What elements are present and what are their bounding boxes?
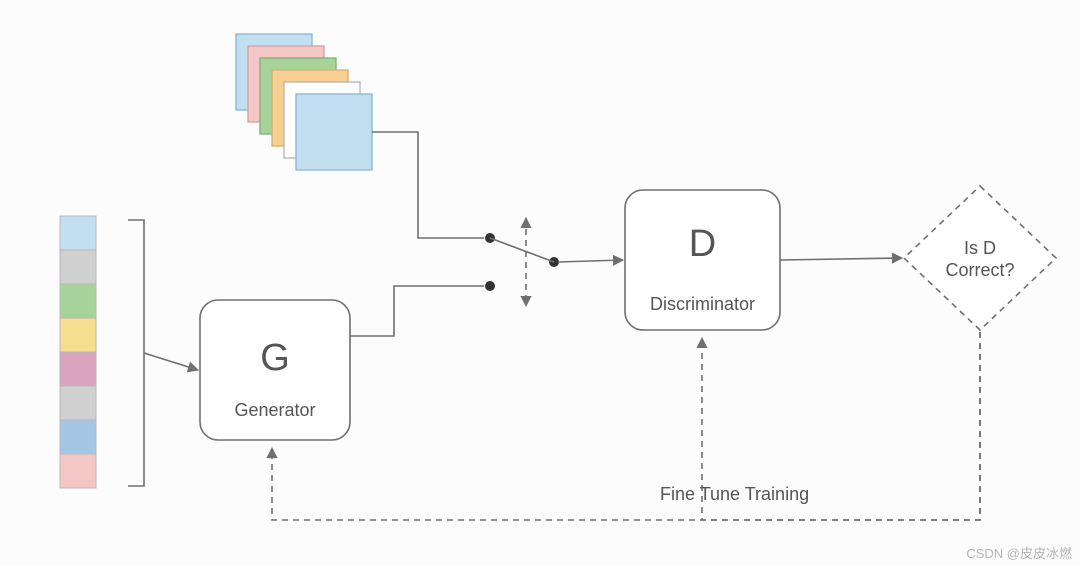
gan-diagram: G Generator D Discriminator Is D Correct… (0, 0, 1080, 566)
arrow-switch-to-discriminator (558, 260, 623, 262)
finetune-label: Fine Tune Training (660, 484, 809, 504)
noise-cell (60, 352, 96, 386)
switch-node (485, 281, 495, 291)
real-data-stack (236, 34, 372, 170)
data-switch (485, 218, 559, 306)
decision-diamond: Is D Correct? (904, 186, 1056, 330)
discriminator-letter: D (689, 223, 716, 265)
dataset-sample (296, 94, 372, 170)
noise-cell (60, 454, 96, 488)
discriminator-node: D Discriminator (625, 190, 780, 330)
noise-cell (60, 284, 96, 318)
feedback-to-generator (272, 332, 980, 520)
noise-vector (60, 216, 96, 488)
arrow-noise-to-generator (144, 353, 198, 370)
generator-label: Generator (234, 400, 315, 420)
line-real-to-switch (372, 132, 484, 238)
watermark: CSDN @皮皮冰燃 (966, 546, 1072, 561)
arrow-d-to-decision (780, 258, 902, 260)
line-gen-to-switch (350, 286, 484, 336)
decision-text-1: Is D (964, 238, 996, 258)
discriminator-label: Discriminator (650, 294, 755, 314)
decision-text-2: Correct? (945, 260, 1014, 280)
switch-arm (490, 238, 554, 262)
noise-cell (60, 318, 96, 352)
noise-cell (60, 216, 96, 250)
noise-cell (60, 386, 96, 420)
generator-node: G Generator (200, 300, 350, 440)
generator-letter: G (260, 337, 290, 379)
noise-cell (60, 420, 96, 454)
input-bracket (128, 220, 144, 486)
noise-cell (60, 250, 96, 284)
